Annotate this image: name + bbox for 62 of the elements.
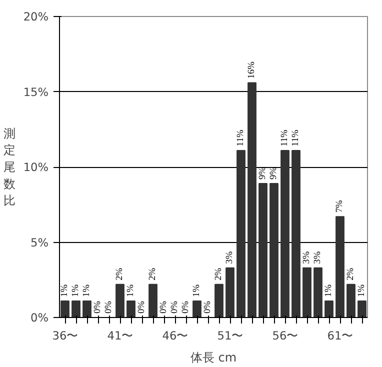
x-tick-label: 51〜	[217, 328, 243, 342]
bar	[192, 300, 202, 318]
y-tick-label: 15%	[23, 84, 49, 99]
data-label: 11%	[236, 129, 246, 146]
x-tick-label: 61〜	[327, 328, 353, 342]
data-label: 1%	[192, 284, 202, 297]
bar	[346, 284, 356, 318]
data-label: 1%	[324, 284, 334, 297]
data-label: 0%	[181, 300, 191, 314]
data-label: 2%	[115, 268, 125, 280]
data-label: 9%	[258, 166, 268, 180]
bar	[248, 82, 256, 318]
y-tick-label: 5%	[30, 235, 49, 250]
data-label: 2%	[148, 268, 158, 280]
bar	[214, 284, 224, 318]
bar	[358, 300, 366, 318]
x-tick-label: 56〜	[272, 328, 298, 342]
data-label: 0%	[104, 300, 114, 314]
y-tick-label: 20%	[23, 10, 49, 24]
bar	[236, 150, 246, 318]
bar	[226, 267, 234, 318]
bar	[292, 150, 300, 318]
bar	[324, 300, 334, 318]
bar	[126, 300, 136, 318]
data-label: 1%	[357, 284, 367, 297]
data-label: 1%	[126, 284, 136, 297]
bar	[314, 267, 322, 318]
data-label: 0%	[93, 300, 103, 314]
y-tick-label: 0%	[30, 310, 49, 324]
y-axis-title: 測定尾数比	[3, 126, 16, 208]
data-label: 2%	[346, 268, 356, 280]
bar	[280, 150, 290, 318]
x-tick-label: 36〜	[52, 328, 78, 342]
bar	[116, 284, 124, 318]
x-tick-label: 46〜	[162, 328, 188, 342]
data-label: 0%	[203, 300, 213, 314]
bar	[336, 216, 344, 318]
data-label: 11%	[291, 129, 301, 146]
data-label: 1%	[82, 284, 92, 297]
bar	[302, 267, 312, 318]
data-label: 11%	[280, 129, 290, 146]
bar	[82, 300, 92, 318]
data-label: 3%	[225, 251, 235, 264]
data-label: 0%	[159, 300, 169, 314]
data-label: 9%	[269, 166, 279, 180]
data-label: 3%	[302, 251, 312, 264]
data-label: 2%	[214, 268, 224, 280]
data-label: 7%	[335, 200, 345, 213]
y-tick-label: 10%	[23, 160, 49, 174]
bar	[72, 300, 80, 318]
bar	[60, 300, 70, 318]
data-label: 0%	[137, 300, 147, 314]
bar	[148, 284, 158, 318]
data-label: 16%	[247, 61, 257, 79]
bar	[258, 183, 268, 318]
bar	[270, 183, 278, 318]
data-label: 3%	[313, 251, 323, 264]
x-tick-label: 41〜	[107, 328, 133, 342]
x-axis-title: 体長 cm	[190, 350, 237, 364]
data-label: 1%	[60, 284, 70, 297]
data-label: 0%	[170, 300, 180, 314]
data-label: 1%	[71, 284, 81, 297]
